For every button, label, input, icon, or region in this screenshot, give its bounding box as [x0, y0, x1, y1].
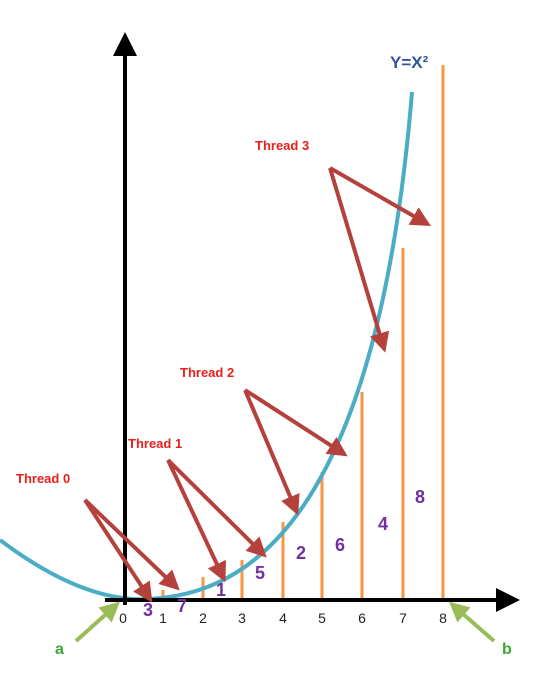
- endpoint-label: b: [502, 641, 512, 658]
- bar-label: 6: [335, 535, 345, 555]
- x-tick-label: 3: [238, 610, 246, 626]
- arrow: [328, 167, 390, 353]
- endpoint-label: a: [55, 641, 64, 658]
- arrow: [83, 498, 153, 603]
- arrow: [329, 166, 431, 226]
- x-tick-label: 4: [279, 610, 287, 626]
- curve-label: Y=X²: [390, 53, 429, 72]
- x-tick-label: 2: [199, 610, 207, 626]
- bar-label: 7: [177, 596, 187, 616]
- x-tick-label: 1: [159, 610, 167, 626]
- bars: [161, 65, 445, 600]
- thread-arrows: [83, 166, 431, 603]
- thread-label: Thread 3: [255, 138, 309, 153]
- thread-label: Thread 0: [16, 471, 70, 486]
- bar-label: 5: [255, 563, 265, 583]
- arrow: [166, 459, 226, 583]
- bar-label: 3: [143, 600, 153, 620]
- x-tick-label: 8: [439, 610, 447, 626]
- arrow: [243, 388, 348, 457]
- bar-label: 1: [216, 580, 226, 600]
- x-tick-label: 5: [318, 610, 326, 626]
- bar-label: 8: [415, 487, 425, 507]
- x-tick-label: 6: [358, 610, 366, 626]
- bar-label: 4: [378, 514, 388, 534]
- thread-label: Thread 2: [180, 365, 234, 380]
- bar-labels: 3 7 1 5 2 6 4 8: [143, 487, 425, 620]
- arrow: [166, 458, 267, 558]
- arrow: [243, 389, 300, 516]
- thread-label: Thread 1: [128, 436, 182, 451]
- bar-label: 2: [296, 543, 306, 563]
- arrow: [83, 498, 180, 591]
- arrow: [448, 601, 496, 643]
- x-tick-label: 0: [119, 610, 127, 626]
- arrow: [74, 601, 120, 643]
- x-tick-label: 7: [399, 610, 407, 626]
- x-tick-labels: 0 1 2 3 4 5 6 7 8: [119, 610, 447, 626]
- curve: [0, 91, 414, 602]
